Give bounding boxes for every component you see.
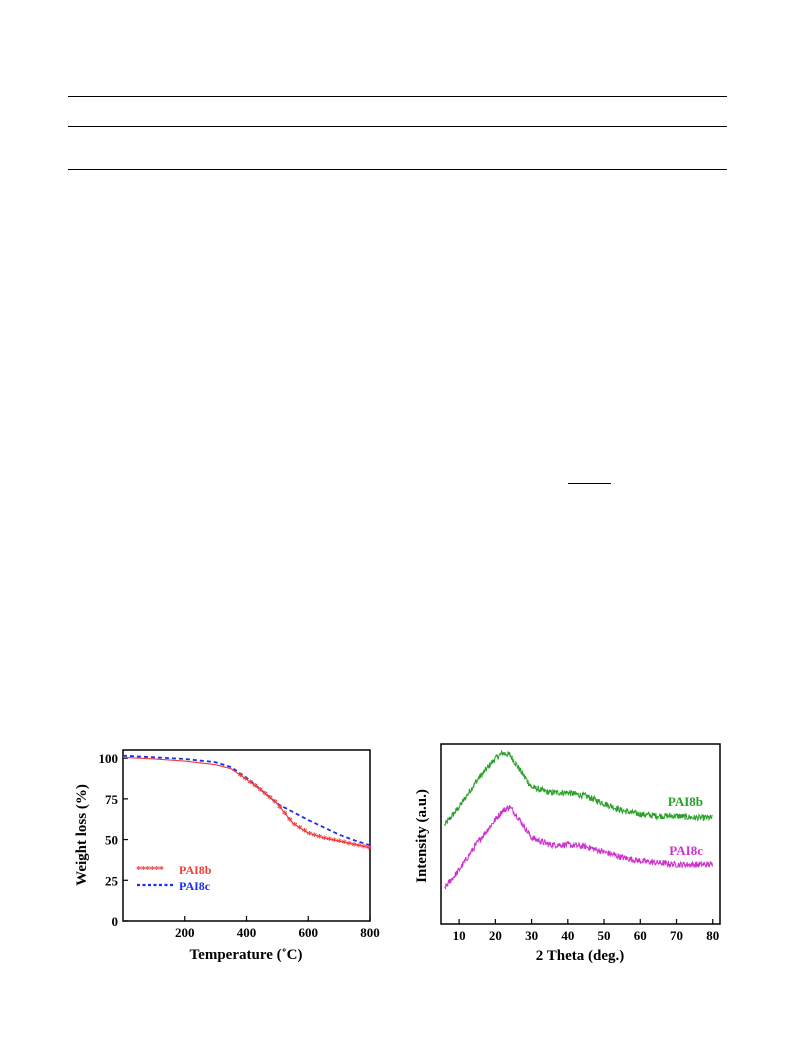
tga-y-tick-label: 50: [105, 833, 118, 848]
xrd-x-tick-label: 70: [670, 928, 683, 943]
xrd-series-label-pai8c: PAI8c: [669, 843, 703, 858]
tga-x-tick-label: 200: [175, 925, 195, 940]
tga-marker-pai8b: *: [311, 829, 317, 843]
tga-y-tick-label: 25: [105, 873, 119, 888]
tga-marker-pai8b: *: [351, 838, 357, 852]
tga-marker-pai8b: *: [331, 834, 337, 848]
xrd-x-tick-label: 10: [453, 928, 466, 943]
xrd-series-label-pai8b: PAI8b: [668, 794, 703, 809]
tga-marker-pai8b: *: [321, 832, 327, 846]
tga-x-tick-label: 800: [360, 925, 380, 940]
tga-marker-pai8b: *: [361, 840, 367, 854]
tga-marker-pai8b: *: [297, 822, 303, 836]
tga-series-line-pai8b: [122, 756, 371, 849]
tga-marker-pai8b: *: [316, 831, 322, 845]
tga-x-tick-label: 400: [237, 925, 257, 940]
tga-marker-pai8b: *: [292, 818, 298, 832]
tga-legend: ****** PAI8b PAI8c: [136, 863, 212, 893]
tga-y-tick-label: 75: [105, 792, 119, 807]
xrd-chart: 10 20 30 40 50 60 70 80 2 Theta (deg.) Intensit…: [414, 743, 721, 964]
tga-y-tick-label: 100: [99, 751, 119, 766]
tga-legend-label-pai8b: PAI8b: [179, 863, 212, 877]
xrd-x-axis-label: 2 Theta (deg.): [536, 948, 624, 964]
tga-marker-pai8b: *: [242, 772, 248, 786]
tga-series-line-pai8c: [122, 754, 371, 847]
tga-marker-pai8b: *: [341, 836, 347, 850]
xrd-series-line-pai8c: [444, 805, 713, 890]
tga-marker-pai8b: *: [267, 791, 273, 805]
tga-marker-pai8b: *: [336, 835, 342, 849]
tga-marker-pai8b: *: [306, 827, 312, 841]
tga-marker-pai8b: *: [257, 783, 263, 797]
tga-marker-pai8b: *: [366, 841, 372, 855]
tga-marker-pai8b: *: [302, 825, 308, 839]
tga-marker-pai8b: *: [346, 837, 352, 851]
table-top-rule: [68, 96, 727, 97]
tga-marker-pai8b: *: [287, 813, 293, 827]
tga-y-axis-label: Weight loss (%): [74, 784, 90, 886]
xrd-x-tick-label: 80: [706, 928, 719, 943]
tga-x-axis-label: Temperature (˚C): [190, 947, 303, 963]
tga-marker-pai8b: *: [247, 776, 253, 790]
fraction-rule: [568, 483, 611, 484]
table-bottom-rule: [68, 169, 727, 170]
tga-marker-pai8b: *: [252, 780, 258, 794]
tga-marker-pai8b: *: [282, 807, 288, 821]
tga-legend-marker-pai8b: ******: [136, 864, 165, 876]
tga-legend-label-pai8c: PAI8c: [179, 879, 211, 893]
xrd-y-axis-label: Intensity (a.u.): [414, 789, 430, 883]
tga-marker-pai8b: *: [277, 801, 283, 815]
tga-marker-pai8b: *: [262, 787, 268, 801]
table-header-rule: [68, 126, 727, 127]
tga-y-tick-label: 0: [112, 914, 119, 929]
tga-marker-pai8b: *: [356, 839, 362, 853]
xrd-x-tick-label: 60: [634, 928, 647, 943]
xrd-series-line-pai8b: [444, 749, 713, 826]
xrd-plot-frame: [440, 743, 721, 925]
tga-x-tick-label: 600: [299, 925, 319, 940]
tga-marker-pai8b: *: [237, 769, 243, 783]
xrd-x-tick-label: 50: [598, 928, 611, 943]
xrd-x-tick-label: 20: [489, 928, 502, 943]
tga-marker-pai8b: *: [326, 833, 332, 847]
tga-marker-pai8b: *: [272, 796, 278, 810]
xrd-x-tick-label: 30: [525, 928, 538, 943]
xrd-x-tick-label: 40: [561, 928, 574, 943]
